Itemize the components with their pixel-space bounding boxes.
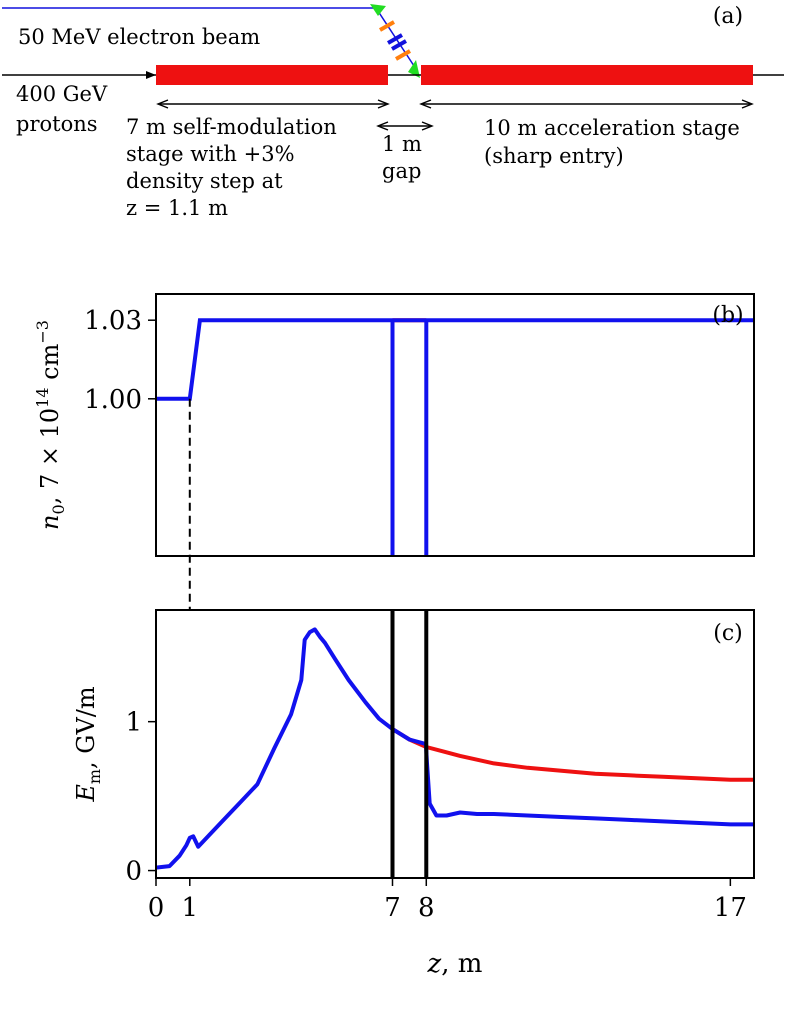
stage-boundary-lines — [390, 610, 429, 878]
field-x-axis-label: z, m — [427, 949, 483, 979]
field-y-axis-label: Em, GV/m — [72, 686, 104, 803]
schematic-panel: (a) 50 MeV electron beam 400 GeV protons — [2, 4, 784, 220]
field-x-tick-label: 7 — [384, 893, 401, 923]
panel-label-c: (c) — [713, 621, 743, 646]
field-x-tick-label: 17 — [714, 893, 747, 923]
gap-dimension-arrow — [376, 121, 434, 131]
panel-label-a: (a) — [713, 4, 743, 29]
stage2-label: 10 m acceleration stage (sharp entry) — [484, 116, 740, 168]
bend-marker-bottom-icon — [408, 60, 420, 78]
density-y-tick-label: 1.03 — [84, 306, 142, 336]
stage1-dimension-arrow — [156, 99, 390, 109]
electron-beam-label: 50 MeV electron beam — [18, 25, 260, 49]
stage1-label-line: density step at — [126, 169, 283, 193]
proton-arrow-icon — [146, 71, 156, 79]
bend-marker-top-icon — [370, 4, 386, 16]
density-y-axis-label: n0, 7 × 1014 cm−3 — [33, 320, 68, 530]
quad-magnet-1-icon — [379, 20, 395, 32]
stage1-label-line: z = 1.1 m — [126, 196, 228, 220]
gap-label-line: gap — [382, 159, 421, 183]
density-series-line — [156, 318, 754, 556]
proton-label-line1: 400 GeV — [16, 82, 108, 106]
density-plot-frame — [155, 293, 755, 557]
field-series — [155, 627, 754, 870]
density-ticks: 1.00 1.03 — [84, 306, 156, 415]
field-x-tick-label: 0 — [148, 893, 165, 923]
gap-label-line: 1 m — [382, 132, 422, 156]
self-modulation-stage-bar — [156, 65, 388, 85]
stage1-label-line: stage with +3% — [126, 142, 295, 166]
stage1-label-line: 7 m self-modulation — [126, 115, 337, 139]
stage2-dimension-arrow — [419, 99, 754, 109]
quad-magnet-4-icon — [395, 49, 411, 61]
acceleration-stage-bar — [421, 65, 753, 85]
field-series-line — [391, 727, 754, 782]
field-plot-frame — [155, 609, 755, 879]
stage2-label-line: 10 m acceleration stage — [484, 116, 740, 140]
panel-label-b: (b) — [712, 303, 743, 328]
field-x-tick-label: 8 — [418, 893, 435, 923]
proton-label-line2: protons — [16, 112, 98, 136]
stage1-label: 7 m self-modulation stage with +3% densi… — [126, 115, 337, 220]
quad-magnet-2-icon — [387, 33, 403, 45]
density-series — [156, 318, 754, 556]
field-y-tick-label: 0 — [125, 857, 142, 887]
quad-magnet-3-icon — [391, 39, 407, 51]
density-chart: 1.00 1.03 (b) n0, 7 × 1014 cm−3 — [33, 293, 755, 557]
gap-label: 1 m gap — [382, 132, 422, 183]
field-series-line — [155, 627, 754, 870]
density-y-tick-label: 1.00 — [84, 385, 142, 415]
field-y-tick-label: 1 — [125, 708, 142, 738]
stage2-label-line: (sharp entry) — [484, 144, 624, 168]
field-x-tick-label: 1 — [182, 893, 199, 923]
